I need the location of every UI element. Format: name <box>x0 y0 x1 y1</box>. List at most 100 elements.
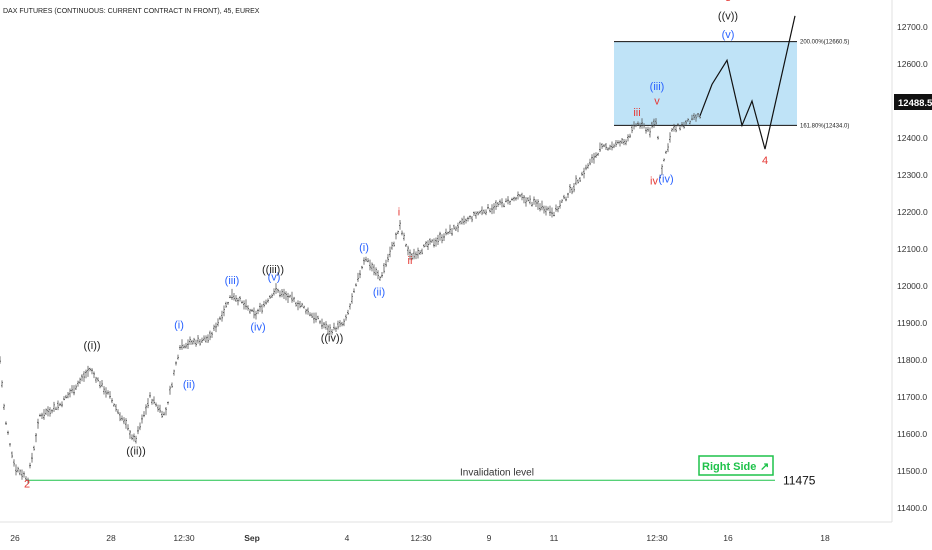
price-bar <box>229 295 231 299</box>
price-bar <box>587 163 589 169</box>
price-bar <box>697 112 699 118</box>
price-bar <box>55 406 57 410</box>
price-bar <box>553 211 555 217</box>
price-bar <box>543 205 545 214</box>
price-bar <box>305 308 307 315</box>
price-bar <box>415 251 417 260</box>
price-bar <box>409 249 411 260</box>
price-bar <box>105 387 107 398</box>
price-bar <box>167 401 169 405</box>
price-bar <box>133 433 135 442</box>
price-bar <box>77 380 79 387</box>
price-bar <box>273 288 275 296</box>
price-bar <box>401 230 403 236</box>
price-bar <box>569 183 571 194</box>
price-bar <box>531 201 533 207</box>
price-bar <box>263 300 265 308</box>
wave-label: i <box>398 207 400 219</box>
price-bar <box>139 422 141 431</box>
price-bar <box>93 371 95 379</box>
price-tag <box>894 94 932 110</box>
price-bar <box>239 296 241 302</box>
price-bar <box>267 298 269 303</box>
price-bar <box>109 391 111 399</box>
price-bar <box>467 216 469 222</box>
y-tick-label: 12100.0 <box>897 244 928 254</box>
price-tag-text: 12488.5 <box>898 98 932 109</box>
price-bar <box>325 321 327 330</box>
price-bar <box>549 205 551 217</box>
price-bar <box>343 318 345 327</box>
price-bar <box>7 430 9 435</box>
price-bar <box>351 293 353 304</box>
wave-label: iv <box>650 175 658 187</box>
price-bar <box>203 335 205 341</box>
price-bar <box>153 396 155 405</box>
price-bar <box>61 401 63 408</box>
price-bar <box>465 218 467 224</box>
price-bar <box>637 121 639 126</box>
price-bar <box>65 394 67 399</box>
price-bar <box>623 138 625 146</box>
wave-label: (ii) <box>373 286 385 298</box>
price-bar <box>585 164 587 171</box>
price-bar <box>251 308 253 312</box>
price-bar <box>315 312 317 323</box>
price-bar <box>235 295 237 302</box>
fib-extension-box[interactable] <box>614 41 797 126</box>
price-bar <box>13 459 15 467</box>
price-bar <box>141 414 143 424</box>
price-bar <box>601 143 603 149</box>
price-bar <box>683 121 685 129</box>
x-tick-label: 12:30 <box>646 533 668 543</box>
time-axis[interactable]: 26 28 12:30 Sep 4 12:30 9 11 12:30 16 18 <box>10 533 830 543</box>
price-bar <box>613 143 615 149</box>
price-bar <box>389 246 391 258</box>
price-bar <box>519 194 521 198</box>
price-bar <box>441 234 443 244</box>
price-bar <box>219 316 221 321</box>
price-bar <box>59 402 61 407</box>
projection-path[interactable] <box>699 15 796 150</box>
price-bar <box>443 233 445 241</box>
price-bar <box>157 404 159 412</box>
chart-title: DAX FUTURES (CONTINUOUS: CURRENT CONTRAC… <box>3 8 260 15</box>
price-bar <box>487 203 489 210</box>
price-bar <box>675 125 677 133</box>
price-bar <box>131 434 133 441</box>
price-bar <box>375 267 377 276</box>
price-bar <box>367 258 369 263</box>
price-bar <box>669 132 671 143</box>
price-bar <box>391 241 393 250</box>
price-bar <box>425 241 427 248</box>
price-bar <box>265 299 267 305</box>
price-bar <box>261 304 263 314</box>
price-bar <box>649 127 651 138</box>
price-bar <box>355 283 357 287</box>
price-bar <box>223 305 225 317</box>
price-bar <box>393 241 395 247</box>
price-bar <box>155 402 157 407</box>
x-tick-label: 11 <box>550 533 559 543</box>
price-bar <box>175 361 177 366</box>
price-bar <box>249 308 251 314</box>
price-bar <box>83 371 85 382</box>
price-bar <box>75 384 77 390</box>
price-bar <box>563 194 565 200</box>
price-bar <box>593 152 595 164</box>
price-bar <box>541 200 543 211</box>
price-bar <box>227 301 229 305</box>
price-bar <box>643 123 645 129</box>
wave-label: (i) <box>359 242 369 254</box>
price-bar <box>213 324 215 331</box>
price-bar <box>579 177 581 182</box>
price-bar <box>453 224 455 230</box>
price-bar <box>81 374 83 382</box>
price-bar <box>361 265 363 270</box>
price-bar <box>25 476 27 481</box>
price-bar <box>469 215 471 220</box>
x-tick-label: 12:30 <box>410 533 432 543</box>
price-bar <box>615 139 617 148</box>
price-bar <box>29 462 31 469</box>
